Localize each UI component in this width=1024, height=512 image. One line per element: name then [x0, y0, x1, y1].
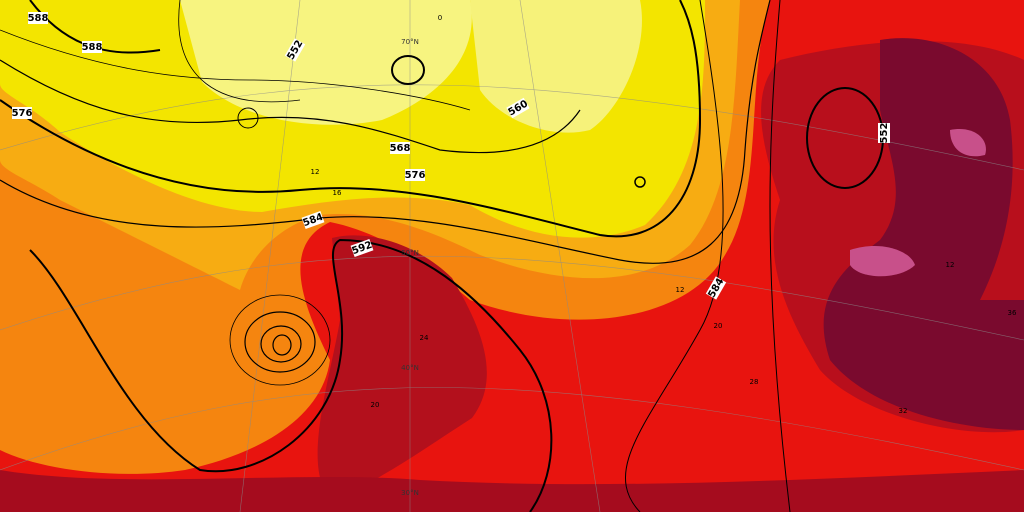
- contour-value: 552: [879, 123, 890, 144]
- label-box: [878, 123, 890, 143]
- label-box: [390, 142, 410, 154]
- temperature-label: 12: [311, 168, 320, 176]
- temperature-label: 16: [333, 189, 342, 197]
- label-box: [82, 41, 102, 53]
- latitude-label: 40°N: [401, 364, 419, 372]
- contour-label: 568: [390, 142, 411, 154]
- temperature-label: 24: [420, 334, 429, 342]
- temperature-label: 32: [899, 407, 908, 415]
- contour-label: 552: [878, 123, 890, 144]
- pink-patch: [850, 245, 915, 277]
- temperature-label: 36: [1008, 309, 1017, 317]
- contour-value: 568: [390, 143, 411, 154]
- contour-value: 576: [12, 108, 33, 119]
- dark-red-field: [317, 235, 487, 501]
- latitude-label: 70°N: [401, 38, 419, 46]
- latitude-label: 50°N: [401, 249, 419, 257]
- contour-value: 588: [28, 13, 49, 24]
- temperature-label: 20: [714, 322, 723, 330]
- label-box: [28, 12, 48, 24]
- dark-red-field: [0, 470, 1024, 512]
- label-box: [405, 169, 425, 181]
- contour-label: 588: [82, 41, 103, 53]
- contour-label: 576: [12, 107, 33, 119]
- label-box: [350, 238, 374, 258]
- temperature-label: 12: [946, 261, 955, 269]
- pink-patch: [950, 129, 986, 157]
- temperature-label: 0: [438, 14, 442, 22]
- latitude-label: 30°N: [401, 489, 419, 497]
- label-box: [705, 276, 727, 300]
- label-box: [301, 210, 325, 230]
- label-box: [506, 97, 530, 119]
- label-box: [284, 38, 306, 62]
- contour-value: 588: [82, 42, 103, 53]
- contour-label: 588: [28, 12, 49, 24]
- pale-yellow-field: [470, 0, 642, 133]
- label-box: [12, 107, 32, 119]
- temperature-label: 12: [676, 286, 685, 294]
- temperature-label: 28: [750, 378, 759, 386]
- temperature-label: 20: [371, 401, 380, 409]
- contour-label: 576: [405, 169, 426, 181]
- contour-value: 576: [405, 170, 426, 181]
